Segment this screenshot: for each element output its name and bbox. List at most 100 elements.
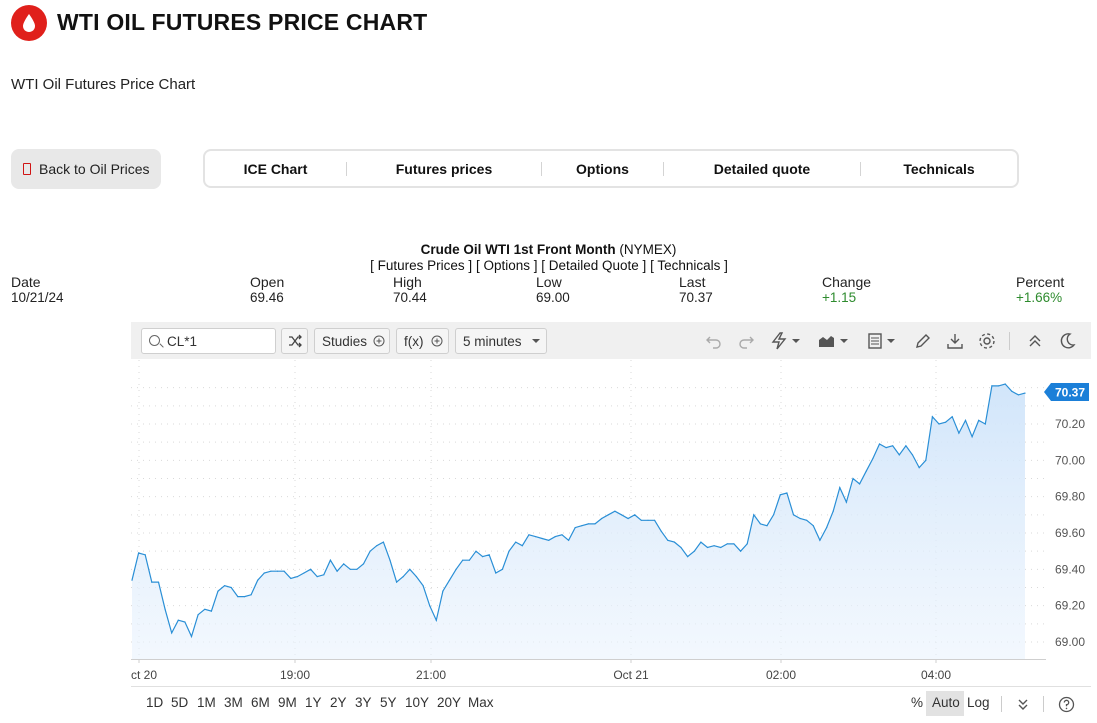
- range-6m-button[interactable]: 6M: [251, 695, 270, 710]
- price-point: [197, 614, 199, 616]
- collapse-icon[interactable]: [1025, 331, 1045, 351]
- price-point: [945, 421, 947, 423]
- price-point: [521, 545, 523, 547]
- help-icon[interactable]: [1058, 696, 1075, 713]
- y-tick-label: 70.20: [1055, 417, 1085, 431]
- gear-icon[interactable]: [977, 331, 997, 351]
- x-axis: ct 20 19:00 21:00 Oct 21 02:00 04:00: [131, 659, 951, 682]
- tab-separator: [860, 162, 861, 176]
- range-20y-button[interactable]: 20Y: [437, 695, 462, 710]
- range-9m-button[interactable]: 9M: [278, 695, 297, 710]
- scale-percent-button[interactable]: %: [911, 695, 924, 710]
- studies-button[interactable]: Studies: [314, 328, 390, 354]
- price-point: [515, 541, 517, 543]
- price-point: [607, 514, 609, 516]
- last-label: Last: [679, 274, 706, 290]
- y-tick-label: 70.00: [1055, 453, 1085, 467]
- tab-futures-prices[interactable]: Futures prices: [395, 160, 493, 177]
- detailed-quote-link[interactable]: [ Detailed Quote ]: [541, 258, 647, 273]
- fx-button[interactable]: f(x): [396, 328, 449, 354]
- price-point: [164, 608, 166, 610]
- range-divider: [1043, 696, 1044, 712]
- moon-icon[interactable]: [1057, 331, 1077, 351]
- scale-auto-button[interactable]: Auto: [932, 695, 960, 710]
- price-point: [230, 586, 232, 589]
- price-point: [852, 477, 854, 480]
- tab-ice-chart[interactable]: ICE Chart: [243, 160, 308, 177]
- range-2y-button[interactable]: 2Y: [330, 695, 347, 710]
- expand-down-icon[interactable]: [1016, 697, 1030, 711]
- high-label: High: [393, 274, 422, 290]
- range-1y-button[interactable]: 1Y: [305, 695, 322, 710]
- range-3m-button[interactable]: 3M: [224, 695, 243, 710]
- price-point: [369, 550, 371, 552]
- price-point: [250, 594, 252, 596]
- price-point: [422, 585, 424, 587]
- price-point: [448, 579, 451, 581]
- range-1m-button[interactable]: 1M: [197, 695, 216, 710]
- interval-select[interactable]: 5 minutes: [455, 328, 547, 354]
- date-value: 10/21/24: [11, 290, 64, 305]
- range-max-button[interactable]: Max: [468, 695, 494, 710]
- price-point: [283, 570, 285, 572]
- price-point: [984, 423, 986, 425]
- tab-options[interactable]: Options: [576, 160, 629, 177]
- range-5d-button[interactable]: 5D: [171, 695, 189, 710]
- download-icon[interactable]: [945, 331, 965, 351]
- chart-type-icon[interactable]: [817, 331, 851, 351]
- open-value: 69.46: [250, 290, 284, 305]
- range-5y-button[interactable]: 5Y: [380, 695, 397, 710]
- price-point: [290, 577, 292, 580]
- pencil-icon[interactable]: [913, 331, 933, 351]
- scale-log-button[interactable]: Log: [967, 695, 990, 710]
- technicals-link[interactable]: [ Technicals ]: [650, 258, 728, 273]
- tab-technicals[interactable]: Technicals: [903, 160, 975, 177]
- range-3y-button[interactable]: 3Y: [355, 695, 372, 710]
- price-point: [541, 537, 543, 540]
- price-point: [435, 619, 437, 621]
- price-point: [157, 581, 160, 583]
- redo-icon[interactable]: [736, 331, 756, 351]
- tab-detailed-quote[interactable]: Detailed quote: [713, 160, 811, 177]
- price-point: [753, 514, 755, 516]
- price-point: [336, 570, 338, 572]
- range-10y-button[interactable]: 10Y: [405, 695, 430, 710]
- price-point: [859, 483, 861, 485]
- price-point: [733, 543, 735, 545]
- price-point: [938, 423, 940, 425]
- futures-prices-link[interactable]: [ Futures Prices ]: [370, 258, 473, 273]
- price-point: [468, 559, 470, 561]
- price-point: [620, 514, 623, 516]
- price-point: [462, 559, 464, 561]
- compare-button[interactable]: [281, 328, 308, 354]
- price-point: [740, 550, 742, 552]
- price-point: [310, 568, 312, 570]
- price-point: [746, 543, 748, 545]
- quote-contract-name: Crude Oil WTI 1st Front Month: [420, 242, 616, 257]
- symbol-search-input[interactable]: CL*1: [141, 328, 276, 354]
- price-point: [925, 459, 927, 461]
- undo-icon[interactable]: [704, 331, 724, 351]
- price-point: [217, 590, 219, 592]
- price-point: [356, 568, 358, 570]
- y-tick-label: 69.40: [1055, 562, 1085, 576]
- template-icon[interactable]: [866, 331, 900, 351]
- range-1d-button[interactable]: 1D: [146, 695, 164, 710]
- price-point: [878, 443, 881, 445]
- price-point: [1017, 394, 1020, 396]
- price-point: [508, 550, 510, 552]
- lightning-icon[interactable]: [769, 331, 803, 351]
- price-point: [561, 534, 563, 536]
- x-tick-label: 02:00: [766, 668, 796, 682]
- price-points: [131, 383, 1026, 638]
- price-point: [614, 510, 616, 512]
- price-point: [898, 454, 900, 456]
- tab-separator: [541, 162, 542, 176]
- price-point: [574, 527, 576, 529]
- back-to-oil-prices-button[interactable]: Back to Oil Prices: [11, 149, 161, 189]
- brand-logo: [11, 5, 47, 41]
- options-link[interactable]: [ Options ]: [475, 258, 538, 273]
- price-point: [276, 570, 279, 572]
- price-point: [224, 585, 226, 587]
